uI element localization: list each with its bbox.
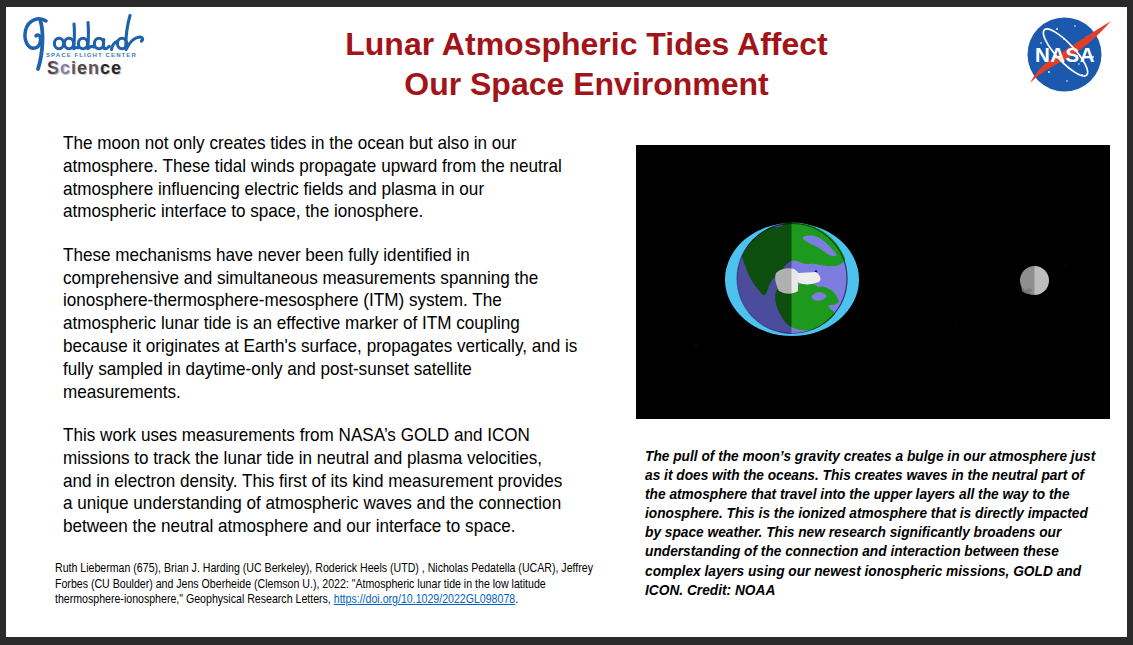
svg-text:NASA: NASA	[1035, 43, 1095, 66]
